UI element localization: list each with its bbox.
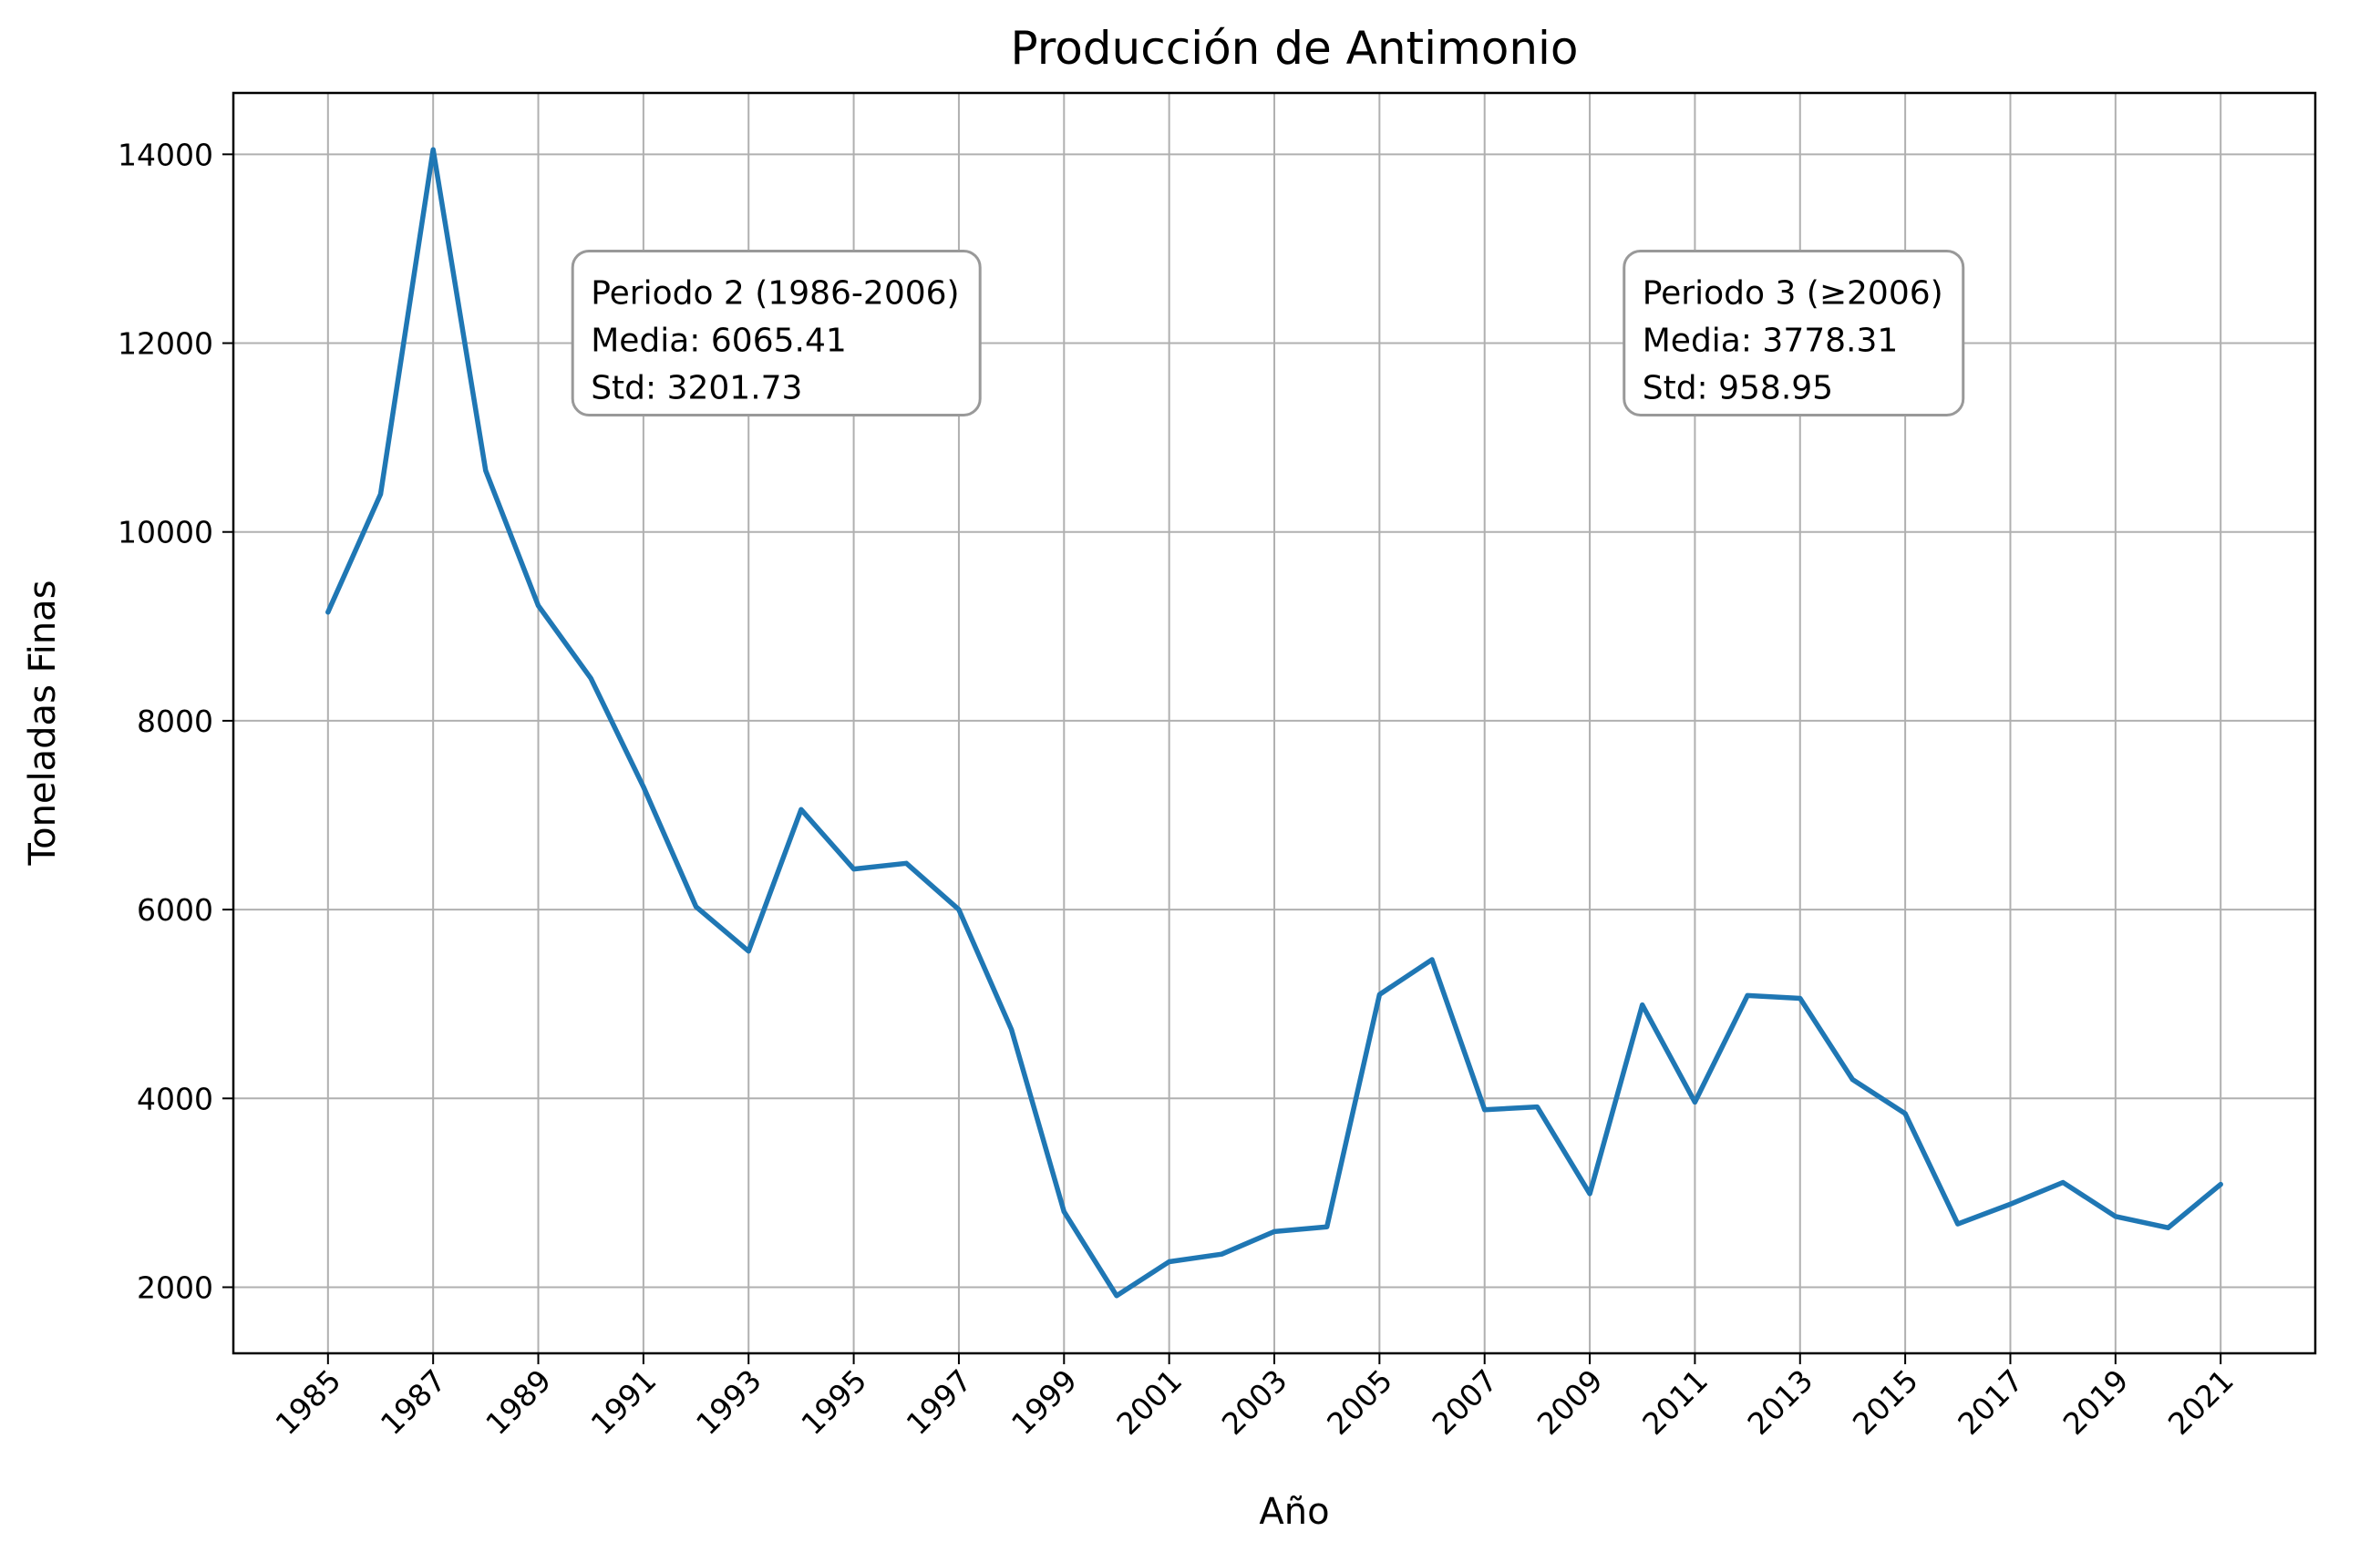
annotation-line: Media: 6065.41 xyxy=(591,322,847,359)
y-tick-label: 14000 xyxy=(118,137,213,172)
y-axis: 2000 4000 6000 8000 10000 12000 14000 xyxy=(118,137,233,1305)
y-tick-label: 2000 xyxy=(137,1269,213,1305)
stats-annotation: Periodo 3 (≥2006) Media: 3778.31 Std: 958.… xyxy=(1623,249,1965,416)
series-group xyxy=(325,147,2223,1299)
y-tick-label: 6000 xyxy=(137,892,213,928)
y-tick-label: 8000 xyxy=(137,704,213,739)
y-tick-label: 10000 xyxy=(118,515,213,550)
series-line xyxy=(325,147,2223,1299)
stats-annotation: Periodo 2 (1986-2006) Media: 6065.41 Std: … xyxy=(571,249,982,416)
annotation-line: Periodo 2 (1986-2006) xyxy=(591,274,959,312)
annotation-box xyxy=(571,249,982,416)
chart-title: Producción de Antimonio xyxy=(1010,22,1578,75)
x-axis-title: Año xyxy=(1259,1491,1329,1533)
annotation-line: Periodo 3 (≥2006) xyxy=(1643,274,1943,312)
y-axis-title: Toneladas Finas xyxy=(22,580,64,866)
annotations: Periodo 2 (1986-2006) Media: 6065.41 Std: … xyxy=(571,249,1965,416)
annotation-line: Std: 958.95 xyxy=(1643,369,1833,406)
annotation-line: Media: 3778.31 xyxy=(1643,322,1899,359)
y-tick-label: 12000 xyxy=(118,326,213,362)
annotation-line: Std: 3201.73 xyxy=(591,369,802,406)
annotation-box xyxy=(1623,249,1965,416)
y-tick-label: 4000 xyxy=(137,1081,213,1116)
